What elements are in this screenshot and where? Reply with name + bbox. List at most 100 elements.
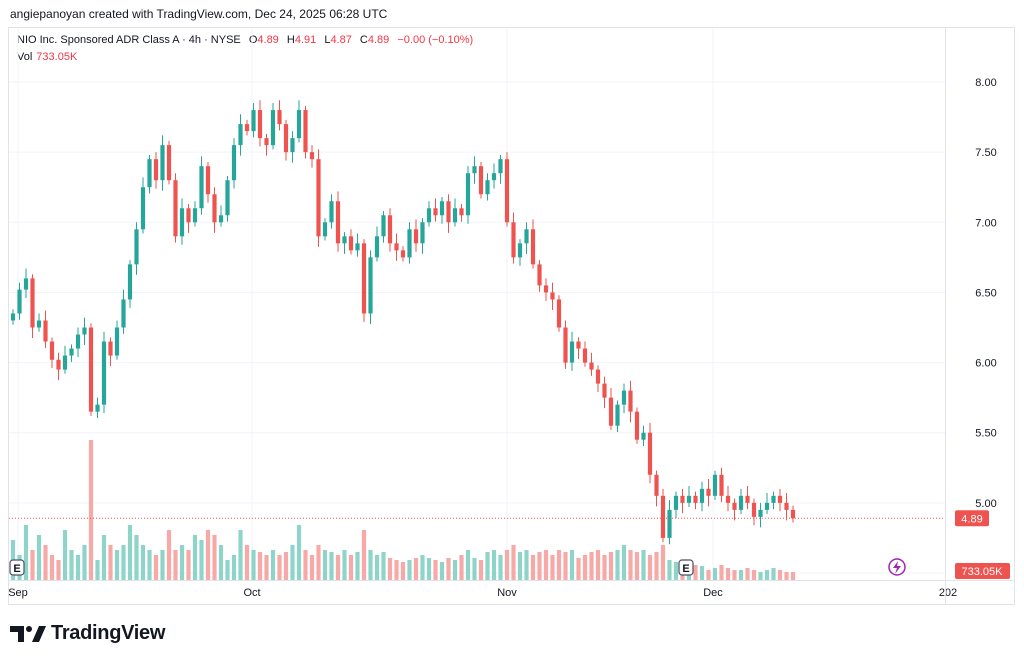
volume-bar <box>537 552 542 580</box>
volume-bar <box>465 550 471 580</box>
volume-bar <box>589 552 594 580</box>
volume-bar <box>114 550 120 580</box>
volume-bar <box>69 550 74 580</box>
volume-bar <box>56 560 61 580</box>
volume-bar <box>732 570 737 580</box>
candle-body <box>335 201 341 244</box>
volume-bar <box>218 545 224 580</box>
volume-bar <box>160 550 165 580</box>
volume-bar <box>556 550 562 580</box>
volume-bar <box>244 545 250 580</box>
last-volume-label: 733.05K <box>962 566 1004 578</box>
candle-body <box>361 243 367 314</box>
volume-bar <box>439 562 445 580</box>
change-value: −0.00 (−0.10%) <box>397 34 474 46</box>
candle-body <box>504 159 510 223</box>
volume-bar <box>283 552 289 580</box>
candle-body <box>686 495 692 503</box>
candle-body <box>582 348 588 363</box>
volume-bar <box>166 530 172 580</box>
candle-body <box>56 359 61 370</box>
candle-body <box>205 166 211 195</box>
candle-body <box>348 236 354 251</box>
symbol-title: NIO Inc. Sponsored ADR Class A · 4h · NY… <box>17 34 241 46</box>
candle-body <box>647 432 653 475</box>
candle-body <box>699 488 705 503</box>
volume-bar <box>407 560 412 580</box>
candle-body <box>641 432 646 440</box>
volume-bar <box>452 560 458 580</box>
candle-body <box>433 208 438 216</box>
volume-bar <box>602 555 607 580</box>
candle-body <box>667 509 672 538</box>
volume-bar <box>569 550 575 580</box>
candle-body <box>101 341 107 405</box>
volume-bar <box>186 550 191 580</box>
candle-body <box>413 229 419 244</box>
candle-body <box>771 495 776 503</box>
candle-body <box>17 289 22 314</box>
volume-bar <box>446 558 451 580</box>
tradingview-logo[interactable]: TradingView <box>10 622 165 645</box>
volume-bar <box>342 550 347 580</box>
volume-bar <box>530 555 536 580</box>
candle-body <box>485 180 490 195</box>
candle-body <box>777 495 783 503</box>
volume-bar <box>511 545 516 580</box>
earnings-marker-label: E <box>682 563 689 575</box>
volume-bar <box>504 550 510 580</box>
last-volume-tag <box>955 563 1010 579</box>
volume-bar <box>329 552 334 580</box>
open-value: 4.89 <box>257 34 279 46</box>
volume-bar <box>82 545 87 580</box>
volume-bar <box>387 558 393 580</box>
volume-bar <box>693 565 698 580</box>
volume-bar <box>550 555 555 580</box>
candle-body <box>498 159 503 174</box>
tradingview-logo-icon <box>10 625 46 642</box>
volume-bar <box>699 566 705 580</box>
volume-bar <box>433 560 438 580</box>
candle-body <box>446 201 451 223</box>
volume-bar <box>322 550 328 580</box>
candle-body <box>75 334 81 349</box>
candle-body <box>459 208 464 216</box>
volume-bar <box>706 570 711 580</box>
volume-bar <box>517 552 523 580</box>
volume-bar <box>738 570 744 580</box>
volume-bar <box>140 545 146 580</box>
volume-bar <box>361 530 367 580</box>
volume-bar <box>134 535 139 580</box>
candle-body <box>36 320 42 328</box>
candle-body <box>342 236 347 244</box>
candle-body <box>140 187 146 230</box>
volume-bar <box>231 555 237 580</box>
candle-body <box>166 145 172 181</box>
candle-body <box>751 502 757 517</box>
volume-bar <box>413 558 419 580</box>
volume-bar <box>719 565 724 580</box>
volume-bar <box>725 568 731 580</box>
candle-body <box>764 502 770 510</box>
volume-bar <box>394 560 399 580</box>
volume-bar <box>491 550 497 580</box>
volume-bar <box>582 555 588 580</box>
candle-body <box>173 180 178 237</box>
candle-body <box>30 278 35 328</box>
volume-bar <box>745 568 750 580</box>
volume-bar <box>205 530 211 580</box>
candle-body <box>563 327 568 363</box>
candle-body <box>374 236 380 258</box>
volume-bar <box>101 535 107 580</box>
candle-body <box>108 341 113 356</box>
volume-bar <box>420 555 425 580</box>
y-tick-label: 6.00 <box>975 358 996 370</box>
volume-bar <box>647 555 653 580</box>
candle-body <box>192 208 198 223</box>
y-tick-label: 7.00 <box>975 217 996 229</box>
chart-caption: angiepanoyan created with TradingView.co… <box>10 7 388 21</box>
candle-body <box>368 257 373 314</box>
candle-body <box>758 509 763 517</box>
candle-body <box>238 124 243 146</box>
